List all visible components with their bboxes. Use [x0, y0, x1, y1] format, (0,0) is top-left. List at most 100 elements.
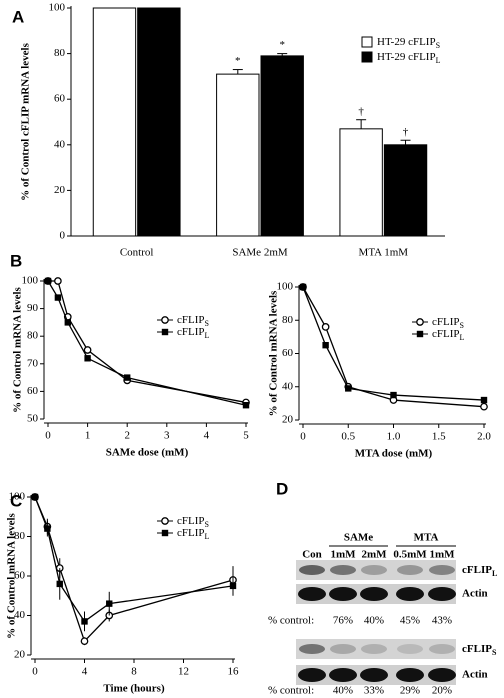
blot-band [298, 668, 326, 682]
y-tick-label: 60 [282, 347, 294, 359]
blot-row-label: Actin [462, 588, 488, 600]
y-tick-label: 80 [14, 530, 26, 542]
x-tick-label: 0 [45, 430, 51, 442]
x-tick-label: Control [120, 247, 154, 259]
percent-value: 40% [333, 685, 353, 697]
group-label: SAMe [344, 532, 373, 544]
blot-band [330, 565, 356, 575]
blot-band [298, 587, 326, 601]
y-tick-label: 20 [282, 414, 294, 426]
blot-band [396, 587, 424, 601]
point [242, 402, 250, 409]
bar [216, 73, 260, 237]
x-axis-label: MTA dose (mM) [355, 448, 433, 460]
blot-row-label: cFLIPS [462, 643, 497, 658]
series-line [34, 496, 234, 623]
point [54, 294, 62, 301]
x-tick-label: 5 [243, 430, 249, 442]
legend-label-sub: L [205, 331, 210, 340]
legend-label-main: HT-29 cFLIP [377, 51, 436, 63]
y-tick-label: 60 [14, 570, 26, 582]
x-axis-label: SAMe dose (mM) [106, 447, 189, 459]
y-tick-label: 60 [54, 93, 66, 105]
point [321, 323, 330, 331]
blot-band [360, 587, 388, 601]
point [64, 319, 71, 326]
y-axis-label: % of Control mRNA levels [12, 286, 24, 412]
blot-band [299, 565, 325, 575]
blot-band [428, 668, 456, 682]
y-tick-label: 0 [60, 230, 66, 242]
point [54, 277, 62, 285]
blot-row-label: Actin [462, 669, 488, 681]
y-tick-label: 60 [27, 385, 39, 397]
panel-label: B [10, 251, 22, 270]
legend-label: cFLIPS [177, 314, 209, 329]
y-axis-label: % of Control cFLIP mRNA levels [20, 42, 32, 200]
legend-label: cFLIPS [432, 316, 464, 331]
x-axis-label: Time (hours) [103, 683, 165, 695]
legend-label-main: cFLIP [432, 328, 460, 340]
significance-marker: † [358, 105, 364, 117]
x-tick-label: 1.5 [432, 431, 446, 443]
lane-label: Con [302, 549, 322, 561]
legend-marker [161, 316, 169, 324]
y-tick-label: 40 [14, 609, 26, 621]
x-tick-label: 1.0 [387, 431, 401, 443]
significance-marker: * [235, 55, 241, 67]
y-tick-label: 40 [54, 138, 66, 150]
legend-marker [161, 517, 169, 525]
legend-label-sub: L [205, 532, 210, 541]
series-line [48, 280, 247, 404]
percent-value: 33% [364, 685, 384, 697]
x-tick-label: 16 [228, 666, 240, 678]
y-tick-label: 80 [54, 47, 66, 59]
point [81, 618, 88, 625]
x-tick-label: 12 [178, 666, 189, 678]
legend-label: cFLIPL [177, 326, 210, 341]
bar [383, 144, 428, 237]
blot-band [361, 644, 387, 654]
lane-label: 1mM [330, 549, 356, 561]
point [84, 355, 91, 362]
blot-band [329, 587, 357, 601]
significance-marker: † [403, 126, 409, 138]
panel-label: D [276, 479, 288, 498]
legend-swatch [361, 51, 373, 63]
y-axis-label: % of Control mRNA levels [268, 290, 280, 416]
group-label: MTA [414, 532, 439, 544]
point [83, 346, 92, 354]
percent-value: 45% [400, 615, 420, 627]
x-tick-label: SAMe 2mM [232, 247, 288, 259]
legend-label-sub: S [436, 41, 440, 50]
legend-label: HT-29 cFLIPL [377, 51, 441, 66]
blot-strip [296, 639, 456, 659]
series-line [302, 286, 485, 401]
point [229, 582, 237, 590]
significance-marker: * [279, 39, 285, 51]
point [480, 396, 488, 404]
legend-label-main: cFLIP [177, 314, 205, 326]
percent-value: 40% [364, 615, 384, 627]
y-tick-label: 70 [27, 357, 39, 369]
blot-band [428, 587, 456, 601]
x-tick-label: 4 [204, 430, 210, 442]
percent-prefix: % control: [268, 685, 314, 697]
blot-band [429, 644, 455, 654]
percent-value: 20% [432, 685, 452, 697]
bar [137, 7, 181, 237]
point [44, 277, 52, 285]
series-line [302, 286, 485, 408]
x-tick-label: 0.5 [341, 431, 355, 443]
legend-label-main: HT-29 cFLIP [377, 36, 436, 48]
bar [260, 55, 304, 237]
point [322, 341, 329, 349]
panel-label: A [12, 7, 24, 26]
lane-label: 0.5mM [393, 549, 427, 561]
y-tick-label: 100 [277, 281, 294, 293]
y-tick-label: 90 [27, 302, 39, 314]
point [31, 493, 39, 501]
blot-band [429, 565, 455, 575]
